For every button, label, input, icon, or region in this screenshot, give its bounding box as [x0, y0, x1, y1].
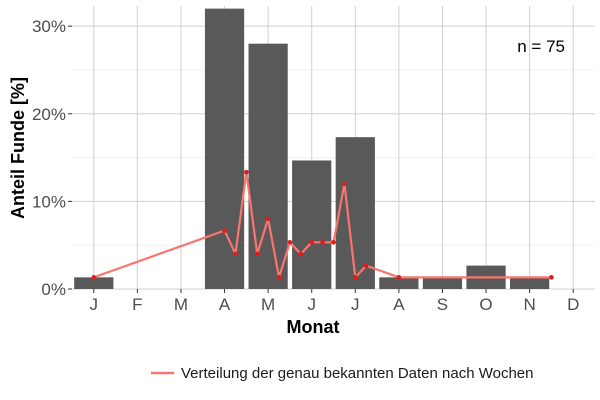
- x-tick-label: J: [307, 295, 316, 314]
- bar: [510, 277, 550, 289]
- series-point: [254, 251, 260, 257]
- y-tick-label: 0%: [41, 280, 66, 299]
- legend-label: Verteilung der genau bekannten Daten nac…: [181, 365, 534, 382]
- x-tick-label: A: [393, 295, 405, 314]
- series-point: [233, 251, 238, 257]
- x-tick-label: O: [479, 295, 492, 314]
- y-axis-title: Anteil Funde [%]: [8, 77, 28, 219]
- bars: [74, 8, 550, 290]
- series-point: [342, 181, 347, 187]
- legend: Verteilung der genau bekannten Daten nac…: [151, 365, 534, 382]
- bar: [422, 277, 463, 289]
- series-point: [352, 275, 358, 280]
- x-tick-label: S: [437, 295, 448, 314]
- series-point: [298, 251, 304, 257]
- series-point: [287, 240, 293, 245]
- bar: [292, 160, 332, 289]
- bar: [74, 277, 114, 289]
- x-tick-label: A: [219, 295, 231, 314]
- series-point: [549, 275, 554, 280]
- bar: [379, 277, 419, 289]
- series-point: [222, 228, 227, 233]
- bar: [335, 137, 375, 289]
- bar: [248, 43, 288, 289]
- y-axis-ticks: 0% 10% 20% 30%: [32, 17, 72, 299]
- y-tick-label: 20%: [32, 105, 66, 124]
- x-tick-label: N: [523, 295, 535, 314]
- x-tick-label: J: [351, 295, 360, 314]
- series-point: [320, 240, 325, 245]
- series-point: [244, 169, 249, 175]
- y-tick-label: 10%: [32, 192, 66, 211]
- bar: [204, 8, 245, 290]
- x-tick-label: D: [567, 295, 579, 314]
- x-axis-title: Monat: [287, 317, 340, 337]
- x-tick-label: M: [174, 295, 188, 314]
- series-point: [396, 275, 402, 280]
- series-point: [309, 240, 315, 245]
- sample-size-annotation: n = 75: [517, 37, 565, 56]
- series-point: [363, 263, 369, 268]
- x-tick-label: F: [132, 295, 142, 314]
- series-point: [276, 275, 282, 280]
- x-tick-label: J: [90, 295, 99, 314]
- series-point: [91, 275, 97, 280]
- x-tick-label: M: [261, 295, 275, 314]
- series-point: [331, 240, 336, 245]
- series-line: [91, 169, 554, 280]
- y-tick-label: 30%: [32, 17, 66, 36]
- series-point: [265, 216, 271, 222]
